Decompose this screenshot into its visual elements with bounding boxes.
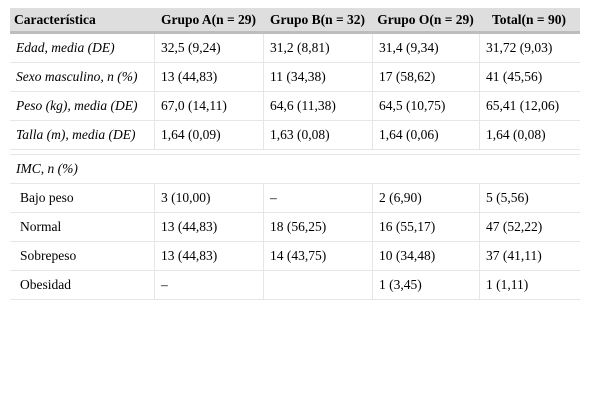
cell-value: 67,0 (14,11) xyxy=(155,92,264,121)
cell-value: 1,64 (0,06) xyxy=(373,121,480,150)
cell-value: 11 (34,38) xyxy=(264,63,373,92)
cell-value: 31,2 (8,81) xyxy=(264,34,373,63)
cell-value: 10 (34,48) xyxy=(373,242,480,271)
cell-value xyxy=(264,271,373,300)
cell-value: 32,5 (9,24) xyxy=(155,34,264,63)
cell-value: 64,6 (11,38) xyxy=(264,92,373,121)
spacer-row xyxy=(10,150,580,155)
header-group-b: Grupo B(n = 32) xyxy=(264,8,373,34)
table-row: Sexo masculino, n (%) 13 (44,83) 11 (34,… xyxy=(10,63,580,92)
cell-value: 5 (5,56) xyxy=(480,184,580,213)
table-row: Bajo peso 3 (10,00) – 2 (6,90) 5 (5,56) xyxy=(10,184,580,213)
section-label: IMC, n (%) xyxy=(10,155,580,184)
row-label: Obesidad xyxy=(10,271,155,300)
table-row: Obesidad – 1 (3,45) 1 (1,11) xyxy=(10,271,580,300)
cell-value: 1 (1,11) xyxy=(480,271,580,300)
characteristics-table: Característica Grupo A(n = 29) Grupo B(n… xyxy=(10,8,580,300)
cell-value: 31,72 (9,03) xyxy=(480,34,580,63)
cell-value: 1 (3,45) xyxy=(373,271,480,300)
header-row: Característica Grupo A(n = 29) Grupo B(n… xyxy=(10,8,580,34)
table-row: Edad, media (DE) 32,5 (9,24) 31,2 (8,81)… xyxy=(10,34,580,63)
section-row: IMC, n (%) xyxy=(10,155,580,184)
table-row: Sobrepeso 13 (44,83) 14 (43,75) 10 (34,4… xyxy=(10,242,580,271)
cell-value: 31,4 (9,34) xyxy=(373,34,480,63)
cell-value: 65,41 (12,06) xyxy=(480,92,580,121)
table-row: Normal 13 (44,83) 18 (56,25) 16 (55,17) … xyxy=(10,213,580,242)
cell-value: 41 (45,56) xyxy=(480,63,580,92)
row-label: Sexo masculino, n (%) xyxy=(10,63,155,92)
row-label: Edad, media (DE) xyxy=(10,34,155,63)
header-group-a: Grupo A(n = 29) xyxy=(155,8,264,34)
header-characteristic: Característica xyxy=(10,8,155,34)
header-total: Total(n = 90) xyxy=(480,8,580,34)
cell-value: 1,64 (0,09) xyxy=(155,121,264,150)
cell-value: 2 (6,90) xyxy=(373,184,480,213)
cell-value: – xyxy=(264,184,373,213)
row-label: Bajo peso xyxy=(10,184,155,213)
spacer-cell xyxy=(10,150,580,155)
row-label: Normal xyxy=(10,213,155,242)
cell-value: 13 (44,83) xyxy=(155,242,264,271)
cell-value: 47 (52,22) xyxy=(480,213,580,242)
cell-value: 3 (10,00) xyxy=(155,184,264,213)
cell-value: 1,64 (0,08) xyxy=(480,121,580,150)
cell-value: 13 (44,83) xyxy=(155,63,264,92)
table-row: Talla (m), media (DE) 1,64 (0,09) 1,63 (… xyxy=(10,121,580,150)
row-label: Talla (m), media (DE) xyxy=(10,121,155,150)
cell-value: 1,63 (0,08) xyxy=(264,121,373,150)
cell-value: 64,5 (10,75) xyxy=(373,92,480,121)
table-row: Peso (kg), media (DE) 67,0 (14,11) 64,6 … xyxy=(10,92,580,121)
cell-value: 16 (55,17) xyxy=(373,213,480,242)
cell-value: 17 (58,62) xyxy=(373,63,480,92)
cell-value: 14 (43,75) xyxy=(264,242,373,271)
cell-value: – xyxy=(155,271,264,300)
cell-value: 18 (56,25) xyxy=(264,213,373,242)
cell-value: 13 (44,83) xyxy=(155,213,264,242)
header-group-o: Grupo O(n = 29) xyxy=(373,8,480,34)
cell-value: 37 (41,11) xyxy=(480,242,580,271)
row-label: Peso (kg), media (DE) xyxy=(10,92,155,121)
row-label: Sobrepeso xyxy=(10,242,155,271)
